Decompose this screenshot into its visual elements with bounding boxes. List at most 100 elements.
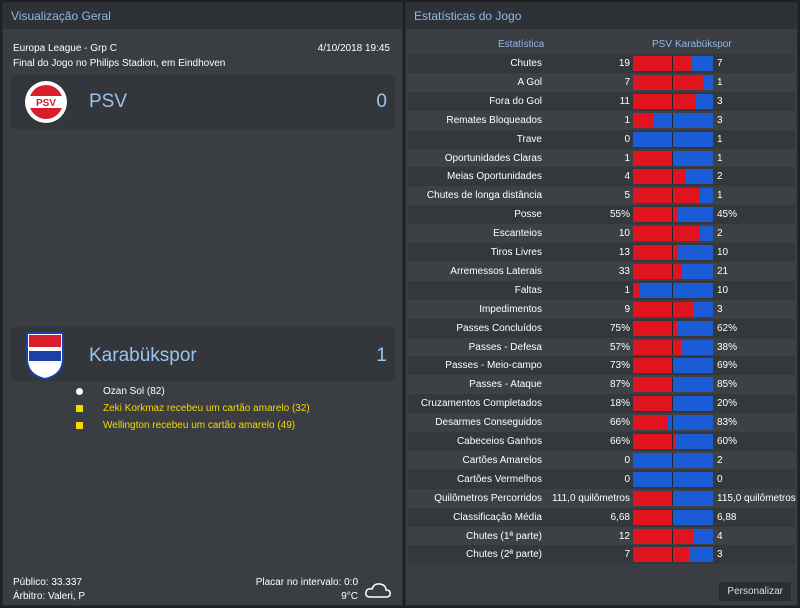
away-value: 45% — [717, 209, 738, 221]
event-text: Ozan Sol (82) — [103, 386, 165, 397]
stat-label: Posse — [514, 209, 542, 221]
away-value: 6,88 — [717, 511, 737, 523]
away-value: 10 — [717, 247, 729, 258]
center-line — [672, 396, 673, 412]
center-line — [672, 509, 673, 525]
away-bar — [703, 74, 713, 90]
home-box: PSV PSV 0 — [11, 75, 395, 129]
home-value: 75% — [609, 322, 630, 334]
away-value: 21 — [717, 265, 729, 277]
stat-label: Passes - Meio-campo — [445, 360, 542, 372]
stat-label: Quilômetros Percorridos — [434, 492, 542, 504]
stat-row: A Gol 7 1 — [408, 72, 795, 92]
home-value: 6,68 — [610, 511, 630, 523]
away-bar — [689, 547, 713, 563]
stat-row: Passes - Ataque 87% 85% — [408, 375, 795, 395]
result-note: Final do Jogo no Philips Stadion, em Ein… — [13, 58, 226, 69]
center-line — [672, 56, 673, 71]
stat-row: Posse 55% 45% — [408, 205, 795, 225]
center-line — [672, 263, 673, 279]
home-value: 0 — [624, 133, 630, 145]
stat-row: Chutes (2ª parte) 7 3 — [408, 545, 795, 565]
svg-text:PSV: PSV — [36, 98, 56, 109]
away-value: 0 — [717, 473, 723, 485]
stat-label: Arremessos Laterais — [450, 265, 542, 277]
home-bar — [633, 226, 700, 242]
stat-row: Desarmes Conseguidos 66% 83% — [408, 413, 795, 433]
home-value: 7 — [624, 76, 630, 88]
away-bar — [693, 528, 713, 544]
event-text: Wellington recebeu um cartão amarelo (49… — [103, 420, 296, 431]
away-box: Karabükspor 1 — [11, 327, 395, 381]
stat-label: Desarmes Conseguidos — [435, 417, 542, 429]
away-value: 10 — [717, 284, 729, 296]
home-bar — [633, 263, 682, 279]
event-text: Zeki Korkmaz recebeu um cartão amarelo (… — [103, 403, 310, 414]
home-value: 7 — [624, 549, 630, 561]
away-value: 20% — [717, 398, 738, 410]
stat-row: Passes - Defesa 57% 38% — [408, 337, 795, 357]
away-bar — [672, 509, 713, 525]
away-bar — [673, 377, 713, 393]
away-bar — [674, 434, 713, 449]
temperature: 9°C — [341, 591, 358, 602]
home-value: 10 — [618, 228, 630, 240]
away-score: 1 — [376, 345, 387, 366]
away-value: 1 — [717, 133, 723, 145]
away-value: 83% — [717, 417, 738, 429]
stat-label: Fora do Gol — [489, 95, 542, 107]
center-line — [672, 358, 673, 374]
attendance: Público: 33.337 — [13, 577, 82, 588]
datetime: 4/10/2018 19:45 — [317, 43, 390, 54]
home-bar — [633, 74, 703, 90]
away-value: 62% — [717, 322, 738, 334]
center-line — [672, 93, 673, 109]
away-bar — [681, 263, 713, 279]
stat-label: Chutes de longa distância — [426, 190, 542, 202]
stat-row: Chutes (1ª parte) 12 4 — [408, 526, 795, 546]
home-bar — [633, 188, 700, 204]
home-value: 73% — [609, 360, 630, 372]
stat-row: Chutes 19 7 — [408, 54, 795, 73]
away-bar — [670, 396, 713, 412]
away-bar — [677, 207, 713, 223]
away-bar — [668, 415, 713, 431]
stats-panel: Estatísticas do Jogo Estatística PSV Kar… — [405, 2, 798, 606]
home-bar — [633, 93, 696, 109]
home-value: 13 — [618, 247, 630, 258]
yellow-card-icon — [76, 405, 83, 412]
center-line — [672, 169, 673, 185]
home-value: 5 — [624, 190, 630, 202]
away-value: 1 — [717, 152, 723, 164]
away-bar — [678, 245, 713, 260]
away-name: Karabükspor — [89, 345, 197, 366]
stat-row: Cruzamentos Completados 18% 20% — [408, 394, 795, 414]
away-bar — [633, 471, 713, 487]
stat-label: Chutes (1ª parte) — [466, 530, 542, 542]
center-line — [672, 226, 673, 242]
panel-title: Estatísticas do Jogo — [406, 3, 797, 29]
away-value: 3 — [717, 114, 723, 126]
home-value: 1 — [624, 152, 630, 164]
away-bar — [676, 320, 713, 336]
col-header: PSV — [652, 39, 673, 50]
stat-row: Tiros Livres 13 10 — [408, 243, 795, 262]
stat-label: Oportunidades Claras — [444, 152, 542, 164]
home-value: 1 — [624, 114, 630, 126]
home-bar — [633, 169, 687, 185]
center-line — [672, 528, 673, 544]
center-line — [672, 415, 673, 431]
away-bar — [633, 452, 713, 468]
center-line — [672, 150, 673, 166]
away-value: 2 — [717, 171, 723, 183]
weather-icon — [365, 583, 391, 598]
stat-label: Passes - Defesa — [468, 341, 542, 353]
stat-row: Cabeceios Ganhos 66% 60% — [408, 432, 795, 451]
away-value: 3 — [717, 303, 723, 315]
away-value: 1 — [717, 76, 723, 88]
home-value: 19 — [618, 58, 630, 69]
center-line — [672, 112, 673, 128]
stat-row: Faltas 1 10 — [408, 280, 795, 300]
home-bar — [633, 301, 693, 317]
customize-button[interactable]: Personalizar — [719, 582, 791, 601]
